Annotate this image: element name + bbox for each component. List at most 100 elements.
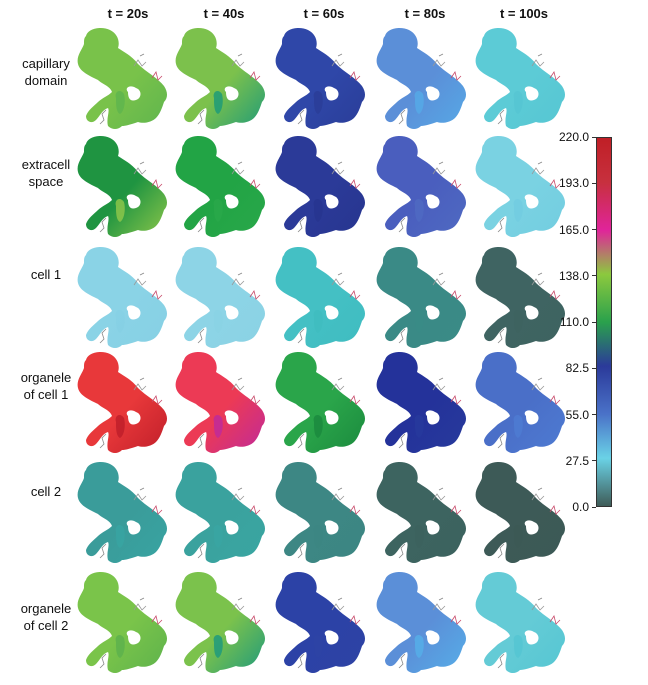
column-header-t100: t = 100s: [499, 6, 549, 21]
vessel-line: [337, 53, 343, 57]
vessel-line: [450, 179, 462, 189]
subregion-lobe: [414, 415, 424, 438]
row-label-capillary-domain: capillary domain: [0, 55, 92, 89]
row-label-line2: domain: [24, 73, 68, 88]
vessel-line: [231, 278, 245, 286]
vessel-line: [133, 603, 147, 611]
domain-hole: [524, 410, 539, 425]
vessel-line: [139, 487, 145, 491]
colorbar-tick: [592, 229, 596, 230]
subregion-lobe: [313, 310, 323, 333]
subregion-lobe: [513, 525, 523, 548]
domain-shape: [376, 28, 466, 129]
vessel-line: [197, 328, 205, 344]
domain-shape: [175, 247, 265, 348]
subregion-lobe: [115, 310, 125, 333]
vessel-line: [549, 505, 561, 515]
domain-region: [175, 28, 265, 129]
vessel-line: [337, 161, 343, 165]
domain-hole: [524, 520, 539, 535]
domain-region: [376, 462, 466, 563]
vessel-line: [249, 615, 261, 625]
column-header-t80: t = 80s: [404, 6, 446, 21]
subregion-lobe: [213, 415, 223, 438]
domain-map-r4-c1: [72, 350, 176, 456]
domain-region: [77, 28, 167, 129]
domain-shape: [475, 352, 565, 453]
vessel-line: [337, 377, 343, 381]
vessel-line: [450, 395, 462, 405]
vessel-line: [537, 597, 543, 601]
vessel-line: [139, 597, 145, 601]
row-label-organele-cell-1: organele of cell 1: [0, 369, 92, 403]
domain-shape: [77, 572, 167, 673]
vessel-line: [398, 433, 406, 449]
domain-region: [475, 136, 565, 237]
domain-hole: [524, 305, 539, 320]
domain-hole: [524, 86, 539, 101]
vessel-line: [151, 615, 163, 625]
subregion-lobe: [313, 91, 323, 114]
domain-map-r2-c1: [72, 134, 176, 240]
colorbar-tick: [592, 460, 596, 462]
vessel-line: [99, 109, 107, 125]
domain-region: [376, 352, 466, 453]
domain-shape: [376, 352, 466, 453]
vessel-line: [438, 53, 444, 57]
domain-hole: [524, 630, 539, 645]
row-label-line1: capillary: [22, 56, 70, 71]
domain-region: [77, 572, 167, 673]
row-label-line1: organele: [20, 370, 72, 385]
colorbar-tick-label: 27.5: [565, 453, 589, 468]
domain-region: [275, 572, 365, 673]
domain-hole: [224, 410, 239, 425]
column-header-t40: t = 40s: [203, 6, 245, 21]
domain-shape: [77, 462, 167, 563]
domain-region: [175, 352, 265, 453]
domain-shape: [175, 462, 265, 563]
vessel-line: [432, 383, 446, 391]
vessel-line: [531, 383, 545, 391]
subregion-lobe: [213, 525, 223, 548]
domain-shape: [376, 247, 466, 348]
domain-map-r2-c5: [470, 134, 574, 240]
subregion-lobe: [115, 91, 125, 114]
subregion-lobe: [513, 91, 523, 114]
domain-map-r4-c3: [270, 350, 374, 456]
domain-map-r1-c2: [170, 26, 274, 132]
vessel-line: [197, 653, 205, 669]
vessel-line: [337, 487, 343, 491]
vessel-line: [531, 167, 545, 175]
domain-map-r3-c1: [72, 245, 176, 351]
vessel-line: [197, 217, 205, 233]
domain-region: [77, 247, 167, 348]
vessel-line: [432, 278, 446, 286]
vessel-line: [297, 217, 305, 233]
vessel-line: [237, 161, 243, 165]
vessel-line: [432, 167, 446, 175]
domain-shape: [475, 28, 565, 129]
vessel-line: [432, 59, 446, 67]
subregion-lobe: [115, 525, 125, 548]
row-label-line2: of cell 2: [23, 618, 69, 633]
vessel-line: [133, 383, 147, 391]
row-label-line1: extracell: [21, 157, 71, 172]
vessel-line: [349, 71, 361, 81]
vessel-line: [497, 433, 505, 449]
column-header-t20: t = 20s: [107, 6, 149, 21]
domain-hole: [224, 520, 239, 535]
domain-map-r3-c4: [371, 245, 475, 351]
domain-hole: [324, 520, 339, 535]
domain-map-r5-c3: [270, 460, 374, 566]
vessel-line: [331, 59, 345, 67]
domain-hole: [324, 86, 339, 101]
vessel-line: [99, 653, 107, 669]
subregion-lobe: [513, 199, 523, 222]
vessel-line: [337, 597, 343, 601]
vessel-line: [537, 53, 543, 57]
domain-hole: [126, 86, 141, 101]
vessel-line: [249, 179, 261, 189]
domain-shape: [175, 572, 265, 673]
domain-hole: [324, 305, 339, 320]
domain-shape: [475, 247, 565, 348]
